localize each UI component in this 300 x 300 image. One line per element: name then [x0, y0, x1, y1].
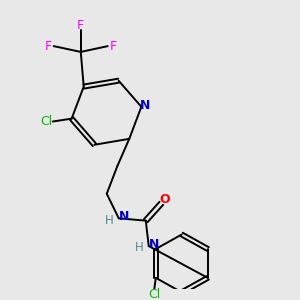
Text: N: N [149, 238, 159, 251]
Text: Cl: Cl [40, 115, 52, 128]
Text: F: F [77, 19, 84, 32]
Text: H: H [135, 241, 143, 254]
Text: F: F [110, 40, 117, 52]
Text: F: F [45, 40, 52, 52]
Text: Cl: Cl [148, 288, 160, 300]
Text: H: H [105, 214, 113, 227]
Text: N: N [140, 99, 150, 112]
Text: O: O [160, 193, 170, 206]
Text: N: N [119, 209, 129, 223]
